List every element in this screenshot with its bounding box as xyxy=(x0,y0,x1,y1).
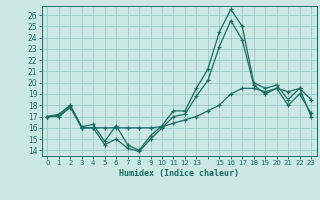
X-axis label: Humidex (Indice chaleur): Humidex (Indice chaleur) xyxy=(119,169,239,178)
